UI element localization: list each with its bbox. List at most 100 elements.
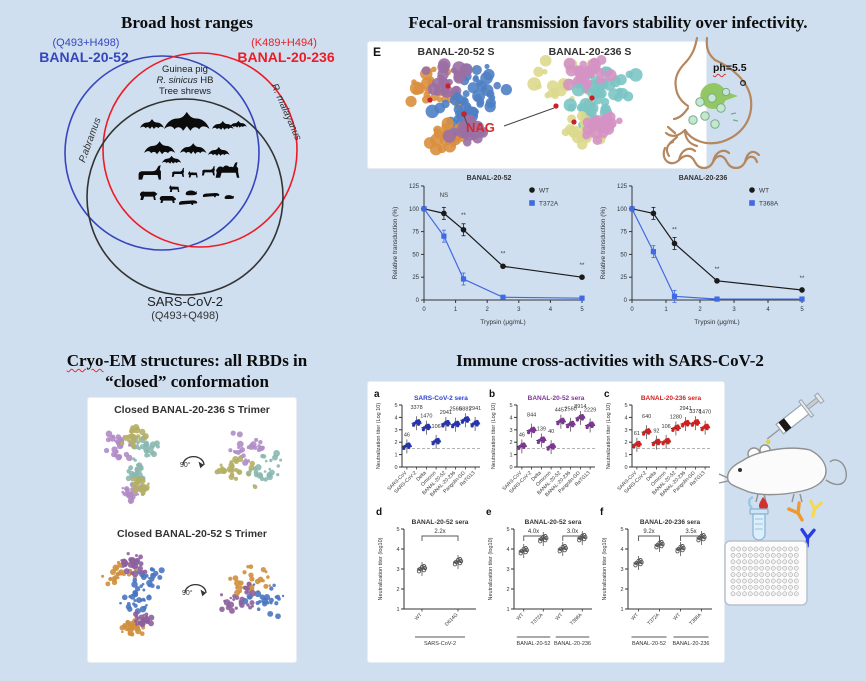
trimer236-label: Closed BANAL-20-236 S Trimer (114, 404, 270, 416)
svg-text:BANAL-20-52: BANAL-20-52 (517, 641, 551, 647)
blood-tube-icon (748, 496, 769, 541)
venn-circle-banal52 (64, 55, 260, 251)
banal236-mutations: (K489+H494) (251, 37, 317, 49)
svg-text:3: 3 (506, 567, 509, 573)
svg-text:T368A: T368A (759, 201, 779, 208)
svg-text:2229: 2229 (584, 407, 596, 413)
svg-text:NS: NS (440, 193, 448, 199)
stomach-icon (662, 36, 761, 170)
trimer52-label: Closed BANAL-20-52 S Trimer (117, 528, 267, 540)
svg-text:4: 4 (766, 307, 770, 313)
structure-label-banal236: BANAL-20-236 S (548, 46, 632, 58)
svg-text:1: 1 (396, 607, 399, 613)
svg-text:4: 4 (506, 547, 509, 553)
svg-text:WT: WT (554, 612, 564, 622)
svg-text:Trypsin (μg/mL): Trypsin (μg/mL) (480, 319, 525, 326)
svg-text:50: 50 (412, 252, 419, 258)
structure-label-banal52: BANAL-20-52 S (417, 46, 495, 58)
svg-text:a: a (374, 389, 380, 400)
svg-text:2: 2 (394, 440, 397, 446)
svg-text:SARS-CoV-2: SARS-CoV-2 (424, 641, 456, 647)
fecal-oral-title: Fecal-oral transmission favors stability… (408, 13, 808, 32)
svg-text:**: ** (672, 228, 677, 234)
svg-text:3378: 3378 (411, 405, 423, 411)
svg-text:2: 2 (486, 307, 490, 313)
svg-text:4: 4 (509, 415, 512, 421)
svg-text:1: 1 (664, 307, 668, 313)
svg-text:T368A: T368A (569, 612, 584, 627)
svg-text:2941: 2941 (469, 406, 481, 412)
svg-text:0: 0 (624, 465, 627, 471)
svg-text:3378: 3378 (689, 409, 701, 415)
chart-trypsin-banal236: 0 25 50 75 100 125 0 1 2 3 4 5 Trypsin (μg/mL) Relati… (596, 170, 810, 332)
svg-text:1: 1 (620, 607, 623, 613)
svg-text:125: 125 (617, 184, 628, 190)
antibody-icons (787, 499, 823, 548)
mouse-icon (718, 444, 847, 503)
chart-sera-d: d BANAL-20-52 sera 1 2 3 4 5 Neutralization tit… (374, 505, 480, 657)
svg-text:1280: 1280 (670, 414, 682, 420)
svg-text:5: 5 (624, 403, 627, 409)
svg-text:2560: 2560 (565, 407, 577, 413)
svg-text:5: 5 (396, 527, 399, 533)
rotation-arrow-2: 90° (178, 576, 214, 604)
svg-text:BANAL-20-236: BANAL-20-236 (679, 175, 728, 182)
rotation-label-2: 90° (182, 590, 193, 597)
svg-text:T368A: T368A (688, 612, 703, 627)
svg-text:Neutralization titer (Log 10): Neutralization titer (Log 10) (376, 403, 382, 470)
svg-text:139: 139 (537, 426, 546, 432)
animal-silhouettes (138, 162, 240, 205)
svg-text:SARS-CoV-2 sera: SARS-CoV-2 sera (414, 395, 468, 402)
svg-text:5881: 5881 (459, 406, 471, 412)
svg-text:2: 2 (509, 440, 512, 446)
svg-text:5: 5 (509, 403, 512, 409)
svg-text:50: 50 (620, 252, 627, 258)
trimer236-top-view (212, 424, 288, 500)
svg-text:b: b (489, 389, 495, 400)
center-hosts: Guinea pig R. sinicus HB Tree shrews (120, 64, 250, 97)
venn-circle-banal236 (102, 52, 298, 248)
svg-text:d: d (376, 507, 382, 518)
svg-text:c: c (604, 389, 610, 400)
svg-text:3.5x: 3.5x (685, 529, 696, 535)
svg-text:BANAL-20-52 sera: BANAL-20-52 sera (412, 519, 469, 526)
chart-sera-c: c BANAL-20-236 sera 0 1 2 3 4 5 Neutralization t… (602, 387, 714, 503)
svg-text:BANAL-20-52 sera: BANAL-20-52 sera (525, 519, 582, 526)
svg-text:WT: WT (630, 612, 640, 622)
svg-text:4: 4 (620, 547, 623, 553)
svg-text:Relative transduction (%): Relative transduction (%) (600, 207, 607, 280)
svg-text:5: 5 (580, 307, 584, 313)
svg-text:1: 1 (394, 453, 397, 459)
svg-text:106: 106 (432, 424, 441, 430)
cryoem-title: Cryo-EM structures: all RBDs in “closed” … (66, 351, 308, 391)
svg-text:**: ** (715, 267, 720, 273)
svg-text:T372A: T372A (539, 201, 559, 208)
svg-text:5: 5 (620, 527, 623, 533)
svg-text:5: 5 (506, 527, 509, 533)
svg-text:BANAL-20-52 sera: BANAL-20-52 sera (528, 395, 585, 402)
svg-text:BANAL-20-236 sera: BANAL-20-236 sera (640, 519, 701, 526)
svg-text:T372A: T372A (530, 612, 545, 627)
trimer236-side-view (96, 418, 172, 514)
svg-text:2.2x: 2.2x (434, 529, 445, 535)
svg-text:4457: 4457 (555, 408, 567, 414)
svg-text:1: 1 (506, 607, 509, 613)
svg-text:Neutralization titer (log10): Neutralization titer (log10) (378, 537, 384, 600)
svg-text:**: ** (580, 263, 585, 269)
svg-text:1470: 1470 (420, 414, 432, 420)
svg-text:25: 25 (412, 275, 419, 281)
nag-label: NAG (466, 120, 495, 135)
svg-text:4: 4 (396, 547, 399, 553)
svg-text:100: 100 (617, 207, 628, 213)
svg-text:8914: 8914 (574, 404, 586, 410)
svg-text:**: ** (461, 213, 466, 219)
center-host-1: Guinea pig (162, 64, 208, 75)
svg-text:WT: WT (539, 188, 549, 195)
svg-text:**: ** (501, 251, 506, 257)
svg-text:9.2x: 9.2x (643, 529, 654, 535)
trimer52-top-view (212, 550, 290, 636)
svg-text:f: f (600, 507, 604, 518)
svg-text:Neutralization titer (log10): Neutralization titer (log10) (488, 537, 494, 600)
immune-title: Immune cross-activities with SARS-CoV-2 (456, 351, 764, 370)
